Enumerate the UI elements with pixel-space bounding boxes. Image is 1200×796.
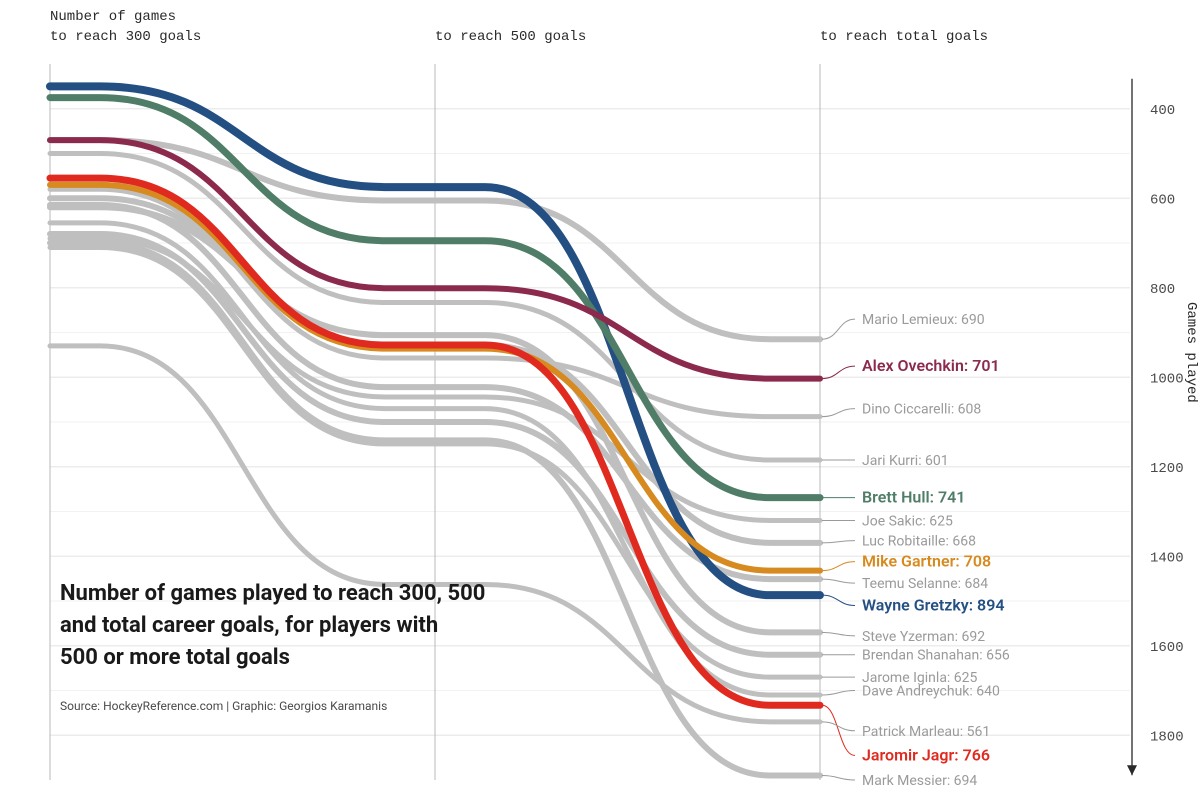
y-tick-label: 1000 <box>1150 371 1184 387</box>
player-label: Mike Gartner: 708 <box>862 552 991 571</box>
stage-label: to reach 300 goals <box>50 29 201 45</box>
label-connector <box>822 595 855 605</box>
player-label: Brett Hull: 741 <box>862 488 965 507</box>
player-label: Dave Andreychuk: 640 <box>862 684 1000 700</box>
label-connector <box>822 409 855 417</box>
stage-label: to reach 500 goals <box>435 29 586 45</box>
y-tick-label: 1400 <box>1150 550 1184 566</box>
y-tick-label: 800 <box>1150 282 1175 298</box>
player-label: Mario Lemieux: 690 <box>862 312 985 328</box>
chart-subtitle: Number of games played to reach 300, 500 <box>60 581 485 606</box>
label-connector <box>822 541 855 543</box>
player-label: Jari Kurri: 601 <box>862 453 949 469</box>
y-tick-label: 1600 <box>1150 640 1184 656</box>
y-axis-title: Games played <box>1183 302 1199 403</box>
label-connector <box>822 562 855 571</box>
y-tick-label: 1200 <box>1150 461 1184 477</box>
label-connector <box>822 776 855 780</box>
label-connector <box>822 319 855 339</box>
player-label: Patrick Marleau: 561 <box>862 724 990 740</box>
player-label: Alex Ovechkin: 701 <box>862 356 1000 375</box>
player-label: Brendan Shanahan: 656 <box>862 648 1010 664</box>
label-connector <box>822 579 855 583</box>
stage-label: Number of games <box>50 9 176 25</box>
player-label: Steve Yzerman: 692 <box>862 629 985 645</box>
y-tick-label: 400 <box>1150 103 1175 119</box>
player-label: Wayne Gretzky: 894 <box>862 595 1004 614</box>
games-to-goals-chart: Number of games to reach 300 goals to reac… <box>0 0 1200 796</box>
chart-subtitle: and total career goals, for players with <box>60 613 438 638</box>
player-label: Jaromir Jagr: 766 <box>862 745 990 764</box>
player-label: Dino Ciccarelli: 608 <box>862 402 981 418</box>
label-connector <box>822 691 855 695</box>
player-label: Teemu Selanne: 684 <box>862 576 988 592</box>
player-label: Mark Messier: 694 <box>862 773 977 789</box>
player-label: Luc Robitaille: 668 <box>862 534 976 550</box>
chart-subtitle: 500 or more total goals <box>60 645 290 670</box>
player-label: Joe Sakic: 625 <box>862 513 953 529</box>
chart-source: Source: HockeyReference.com | Graphic: G… <box>60 699 387 713</box>
stage-label: to reach total goals <box>820 29 988 45</box>
y-tick-label: 1800 <box>1150 729 1184 745</box>
label-connector <box>822 632 855 636</box>
y-tick-label: 600 <box>1150 192 1175 208</box>
y-axis-arrowhead <box>1127 765 1137 775</box>
